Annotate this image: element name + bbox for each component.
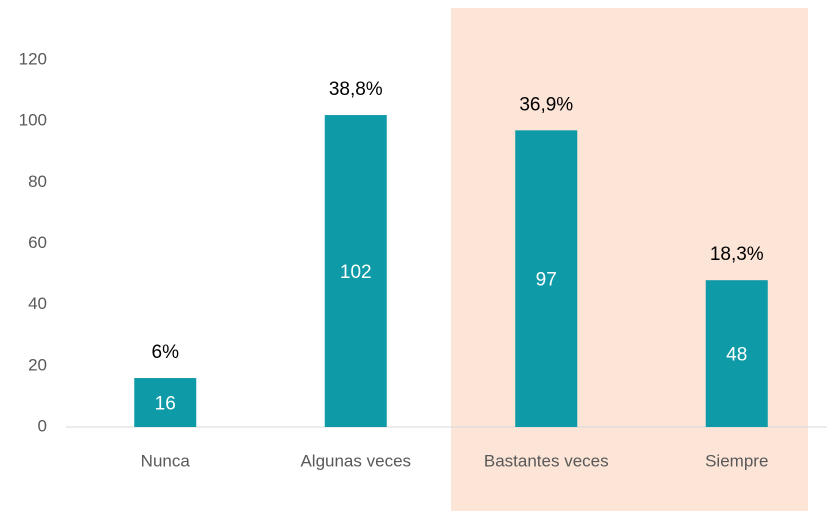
y-tick-label: 0 bbox=[38, 416, 47, 435]
bar bbox=[705, 280, 768, 427]
percentage-label: 36,9% bbox=[519, 94, 573, 115]
bar-value-label: 16 bbox=[155, 394, 176, 415]
bar bbox=[134, 378, 197, 427]
x-tick-label: Bastantes veces bbox=[484, 451, 609, 470]
bar-value-label: 97 bbox=[536, 270, 557, 291]
y-tick-label: 40 bbox=[28, 294, 47, 313]
x-tick-label: Siempre bbox=[705, 451, 768, 470]
y-tick-label: 80 bbox=[28, 172, 47, 191]
percentage-label: 6% bbox=[152, 342, 180, 363]
bar-value-label: 102 bbox=[340, 262, 372, 283]
percentage-label: 38,8% bbox=[329, 79, 383, 100]
bar bbox=[515, 130, 578, 427]
bar bbox=[324, 115, 387, 428]
x-tick-label: Algunas veces bbox=[300, 451, 411, 470]
y-tick-label: 100 bbox=[19, 111, 47, 130]
bar-value-label: 48 bbox=[726, 345, 747, 366]
percentage-label: 18,3% bbox=[710, 244, 764, 265]
y-tick-label: 20 bbox=[28, 355, 47, 374]
y-tick-label: 120 bbox=[19, 49, 47, 68]
x-tick-label: Nunca bbox=[141, 451, 191, 470]
y-tick-label: 60 bbox=[28, 233, 47, 252]
